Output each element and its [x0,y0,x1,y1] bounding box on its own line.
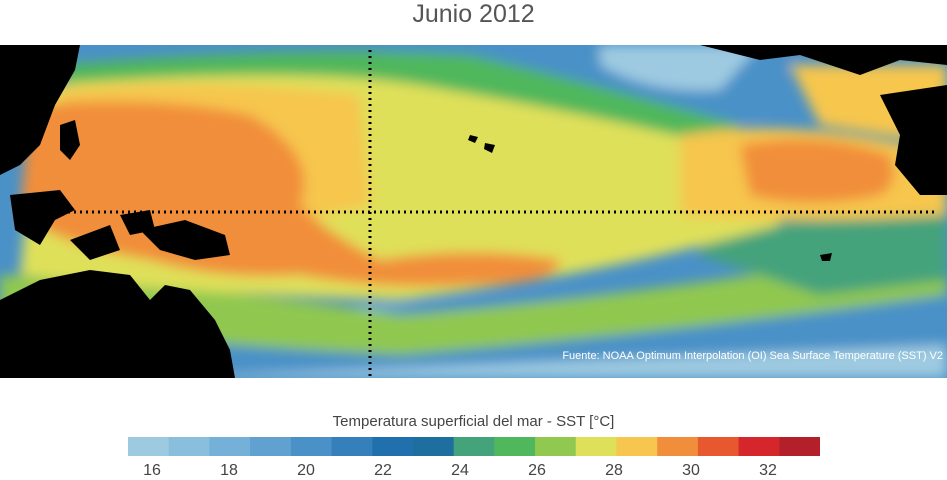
colorbar-swatch [616,437,658,456]
philippines [60,120,80,160]
colorbar-swatch [657,437,699,456]
colorbar-tick-label: 16 [143,462,161,479]
asia-landmass [0,45,80,175]
north-america-landmass [700,45,947,75]
colorbar-tick-label: 30 [682,462,700,479]
source-note: Fuente: NOAA Optimum Interpolation (OI) … [562,350,943,362]
southern-green-band [0,245,947,355]
sst-map [0,45,947,378]
northern-cold-water [600,45,760,91]
colorbar-swatch [128,437,170,456]
colorbar-swatch [779,437,820,456]
colorbar-swatch [331,437,373,456]
colorbar-swatch [290,437,333,456]
colorbar-swatch [738,437,780,456]
colorbar-title: Temperatura superficial del mar - SST [°… [332,413,615,430]
colorbar-tick-label: 22 [374,462,392,479]
central-america-landmass [880,85,947,195]
hawaii-islands [468,135,495,153]
colorbar-ticks: 16 18 20 22 24 26 28 30 32 [0,462,947,480]
colorbar-swatch [697,437,740,456]
colorbar-swatch [453,437,495,456]
chart-title: Junio 2012 [412,0,535,28]
colorbar-swatch [250,437,292,456]
colorbar-tick-label: 28 [605,462,623,479]
australia-landmass [0,270,235,378]
new-guinea [140,220,230,260]
colorbar [128,437,820,456]
colorbar-swatch [575,437,617,456]
colorbar-tick-label: 18 [220,462,238,479]
indonesia-islands [10,190,155,260]
central-american-warm-pool [740,139,894,203]
galapagos [820,253,832,261]
colorbar-swatch [412,437,455,456]
colorbar-tick-label: 26 [528,462,546,479]
colorbar-swatch [168,437,210,456]
colorbar-swatch [535,437,577,456]
colorbar-swatch [372,437,414,456]
colorbar-swatch [494,437,536,456]
colorbar-tick-label: 24 [451,462,469,479]
land-masses [0,45,947,378]
colorbar-tick-label: 20 [297,462,315,479]
colorbar-swatch [209,437,251,456]
colorbar-tick-label: 32 [759,462,777,479]
